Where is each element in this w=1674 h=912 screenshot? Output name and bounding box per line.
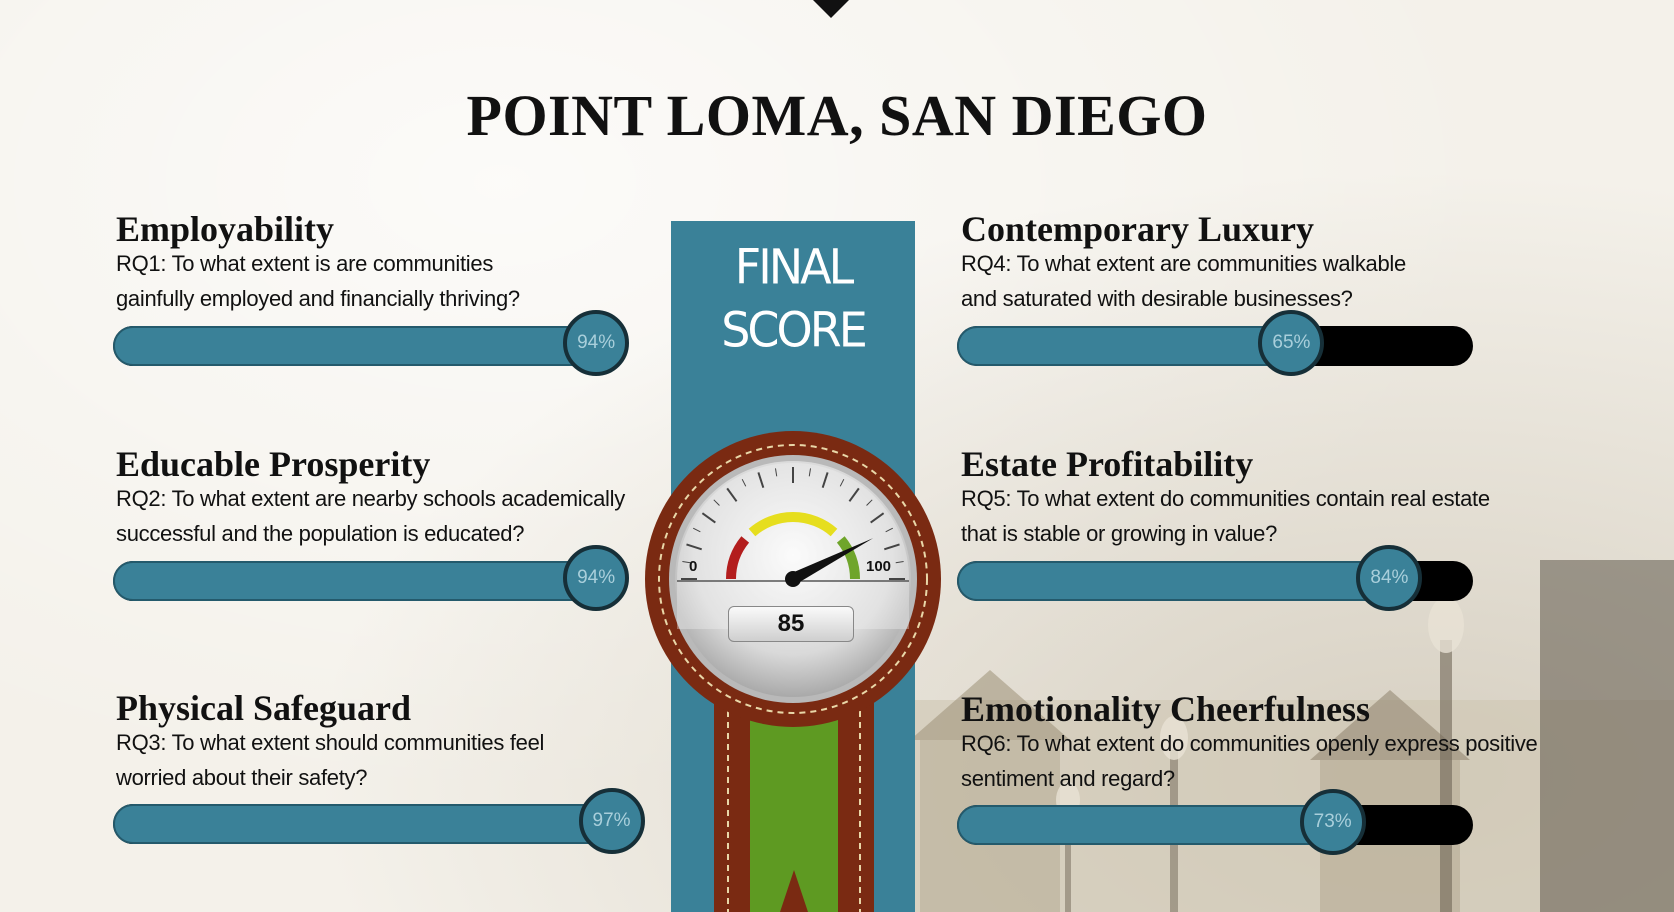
metric-question-line: RQ3: To what extent should communities f… <box>116 730 545 755</box>
metric-question: RQ3: To what extent should communities f… <box>116 725 696 795</box>
progress-bar-emotionality-cheerfulness: 73% <box>957 789 1473 855</box>
gauge-tick <box>682 560 691 564</box>
metric-question-line: worried about their safety? <box>116 765 368 790</box>
metric-question-line: that is stable or growing in value? <box>961 521 1278 546</box>
gauge-tick <box>808 468 812 477</box>
progress-knob[interactable]: 94% <box>563 545 630 611</box>
metric-title: Estate Profitability <box>961 444 1254 484</box>
metric-title: Educable Prosperity <box>116 444 431 484</box>
progress-bar-employability: 94% <box>113 310 630 376</box>
gauge-tick <box>726 487 738 502</box>
metric-title: Emotionality Cheerfulness <box>961 689 1370 729</box>
metric-title: Physical Safeguard <box>116 688 412 728</box>
metric-question: RQ4: To what extent are communities walk… <box>961 246 1601 316</box>
gauge-max-label: 100 <box>866 558 892 575</box>
gauge-needle-hub <box>785 571 801 587</box>
metric-question-line: RQ4: To what extent are communities walk… <box>961 251 1406 276</box>
gauge-tick <box>866 499 873 506</box>
gauge-tick <box>741 478 747 487</box>
scroll-down-arrow-icon[interactable] <box>813 0 849 18</box>
metric-question: RQ1: To what extent is are communities g… <box>116 246 696 316</box>
final-score-gauge <box>645 431 941 727</box>
gauge-needle <box>790 538 874 585</box>
metric-question-line: successful and the population is educate… <box>116 521 525 546</box>
metric-question-line: gainfully employed and financially thriv… <box>116 286 520 311</box>
progress-knob[interactable]: 65% <box>1258 310 1325 376</box>
metric-question: RQ2: To what extent are nearby schools a… <box>116 481 676 551</box>
metric-contemporary-luxury: Contemporary Luxury RQ4: To what extent … <box>961 210 1601 316</box>
gauge-band-yellow <box>748 512 838 537</box>
progress-fill <box>957 561 1391 601</box>
gauge-tick <box>885 527 894 533</box>
metric-question-line: RQ6: To what extent do communities openl… <box>961 731 1538 756</box>
gauge-tick <box>757 472 765 489</box>
gauge-tick <box>870 512 885 524</box>
metric-question-line: and saturated with desirable businesses? <box>961 286 1353 311</box>
final-label-line: SCORE <box>721 301 868 358</box>
metric-educable-prosperity: Educable Prosperity RQ2: To what extent … <box>116 445 676 551</box>
progress-knob[interactable]: 84% <box>1356 545 1423 611</box>
gauge-band-green <box>836 536 860 580</box>
gauge-tick <box>686 543 703 551</box>
gauge-min-label: 0 <box>689 558 698 575</box>
final-score-value: 85 <box>728 606 854 642</box>
gauge-tick <box>701 512 716 524</box>
metric-question: RQ5: To what extent do communities conta… <box>961 481 1601 551</box>
progress-knob[interactable]: 73% <box>1299 789 1366 855</box>
gauge-tick <box>713 499 720 506</box>
metric-question-line: sentiment and regard? <box>961 766 1175 791</box>
metric-question-line: RQ2: To what extent are nearby schools a… <box>116 486 625 511</box>
gauge-tick <box>848 487 860 502</box>
final-score-label: FINAL SCORE <box>671 235 915 361</box>
metric-question-line: RQ5: To what extent do communities conta… <box>961 486 1490 511</box>
progress-fill <box>113 561 598 601</box>
progress-fill <box>957 805 1334 845</box>
gauge-band-red <box>726 536 750 580</box>
progress-knob[interactable]: 97% <box>578 788 645 854</box>
progress-fill <box>113 804 613 844</box>
progress-bar-contemporary-luxury: 65% <box>957 310 1473 376</box>
progress-fill <box>957 326 1293 366</box>
gauge-tick <box>821 472 829 489</box>
metric-employability: Employability RQ1: To what extent is are… <box>116 210 696 316</box>
progress-bar-physical-safeguard: 97% <box>113 788 645 854</box>
metric-emotionality-cheerfulness: Emotionality Cheerfulness RQ6: To what e… <box>961 690 1661 796</box>
ribbon-banner <box>714 700 874 912</box>
final-label-line: FINAL <box>734 238 855 295</box>
gauge-tick <box>839 478 845 487</box>
metric-title: Employability <box>116 209 335 249</box>
progress-knob[interactable]: 94% <box>563 310 630 376</box>
progress-fill <box>113 326 598 366</box>
metric-title: Contemporary Luxury <box>961 209 1314 249</box>
gauge-tick <box>895 560 904 564</box>
metric-question: RQ6: To what extent do communities openl… <box>961 726 1661 796</box>
gauge-tick <box>883 543 900 551</box>
gauge-ticks <box>681 467 905 580</box>
gauge-tick <box>774 468 778 477</box>
progress-bar-estate-profitability: 84% <box>957 545 1473 611</box>
progress-bar-educable-prosperity: 94% <box>113 545 630 611</box>
metric-question-line: RQ1: To what extent is are communities <box>116 251 494 276</box>
page-title: POINT LOMA, SAN DIEGO <box>466 83 1208 148</box>
gauge-tick <box>692 527 701 533</box>
metric-physical-safeguard: Physical Safeguard RQ3: To what extent s… <box>116 689 696 795</box>
metric-estate-profitability: Estate Profitability RQ5: To what extent… <box>961 445 1601 551</box>
